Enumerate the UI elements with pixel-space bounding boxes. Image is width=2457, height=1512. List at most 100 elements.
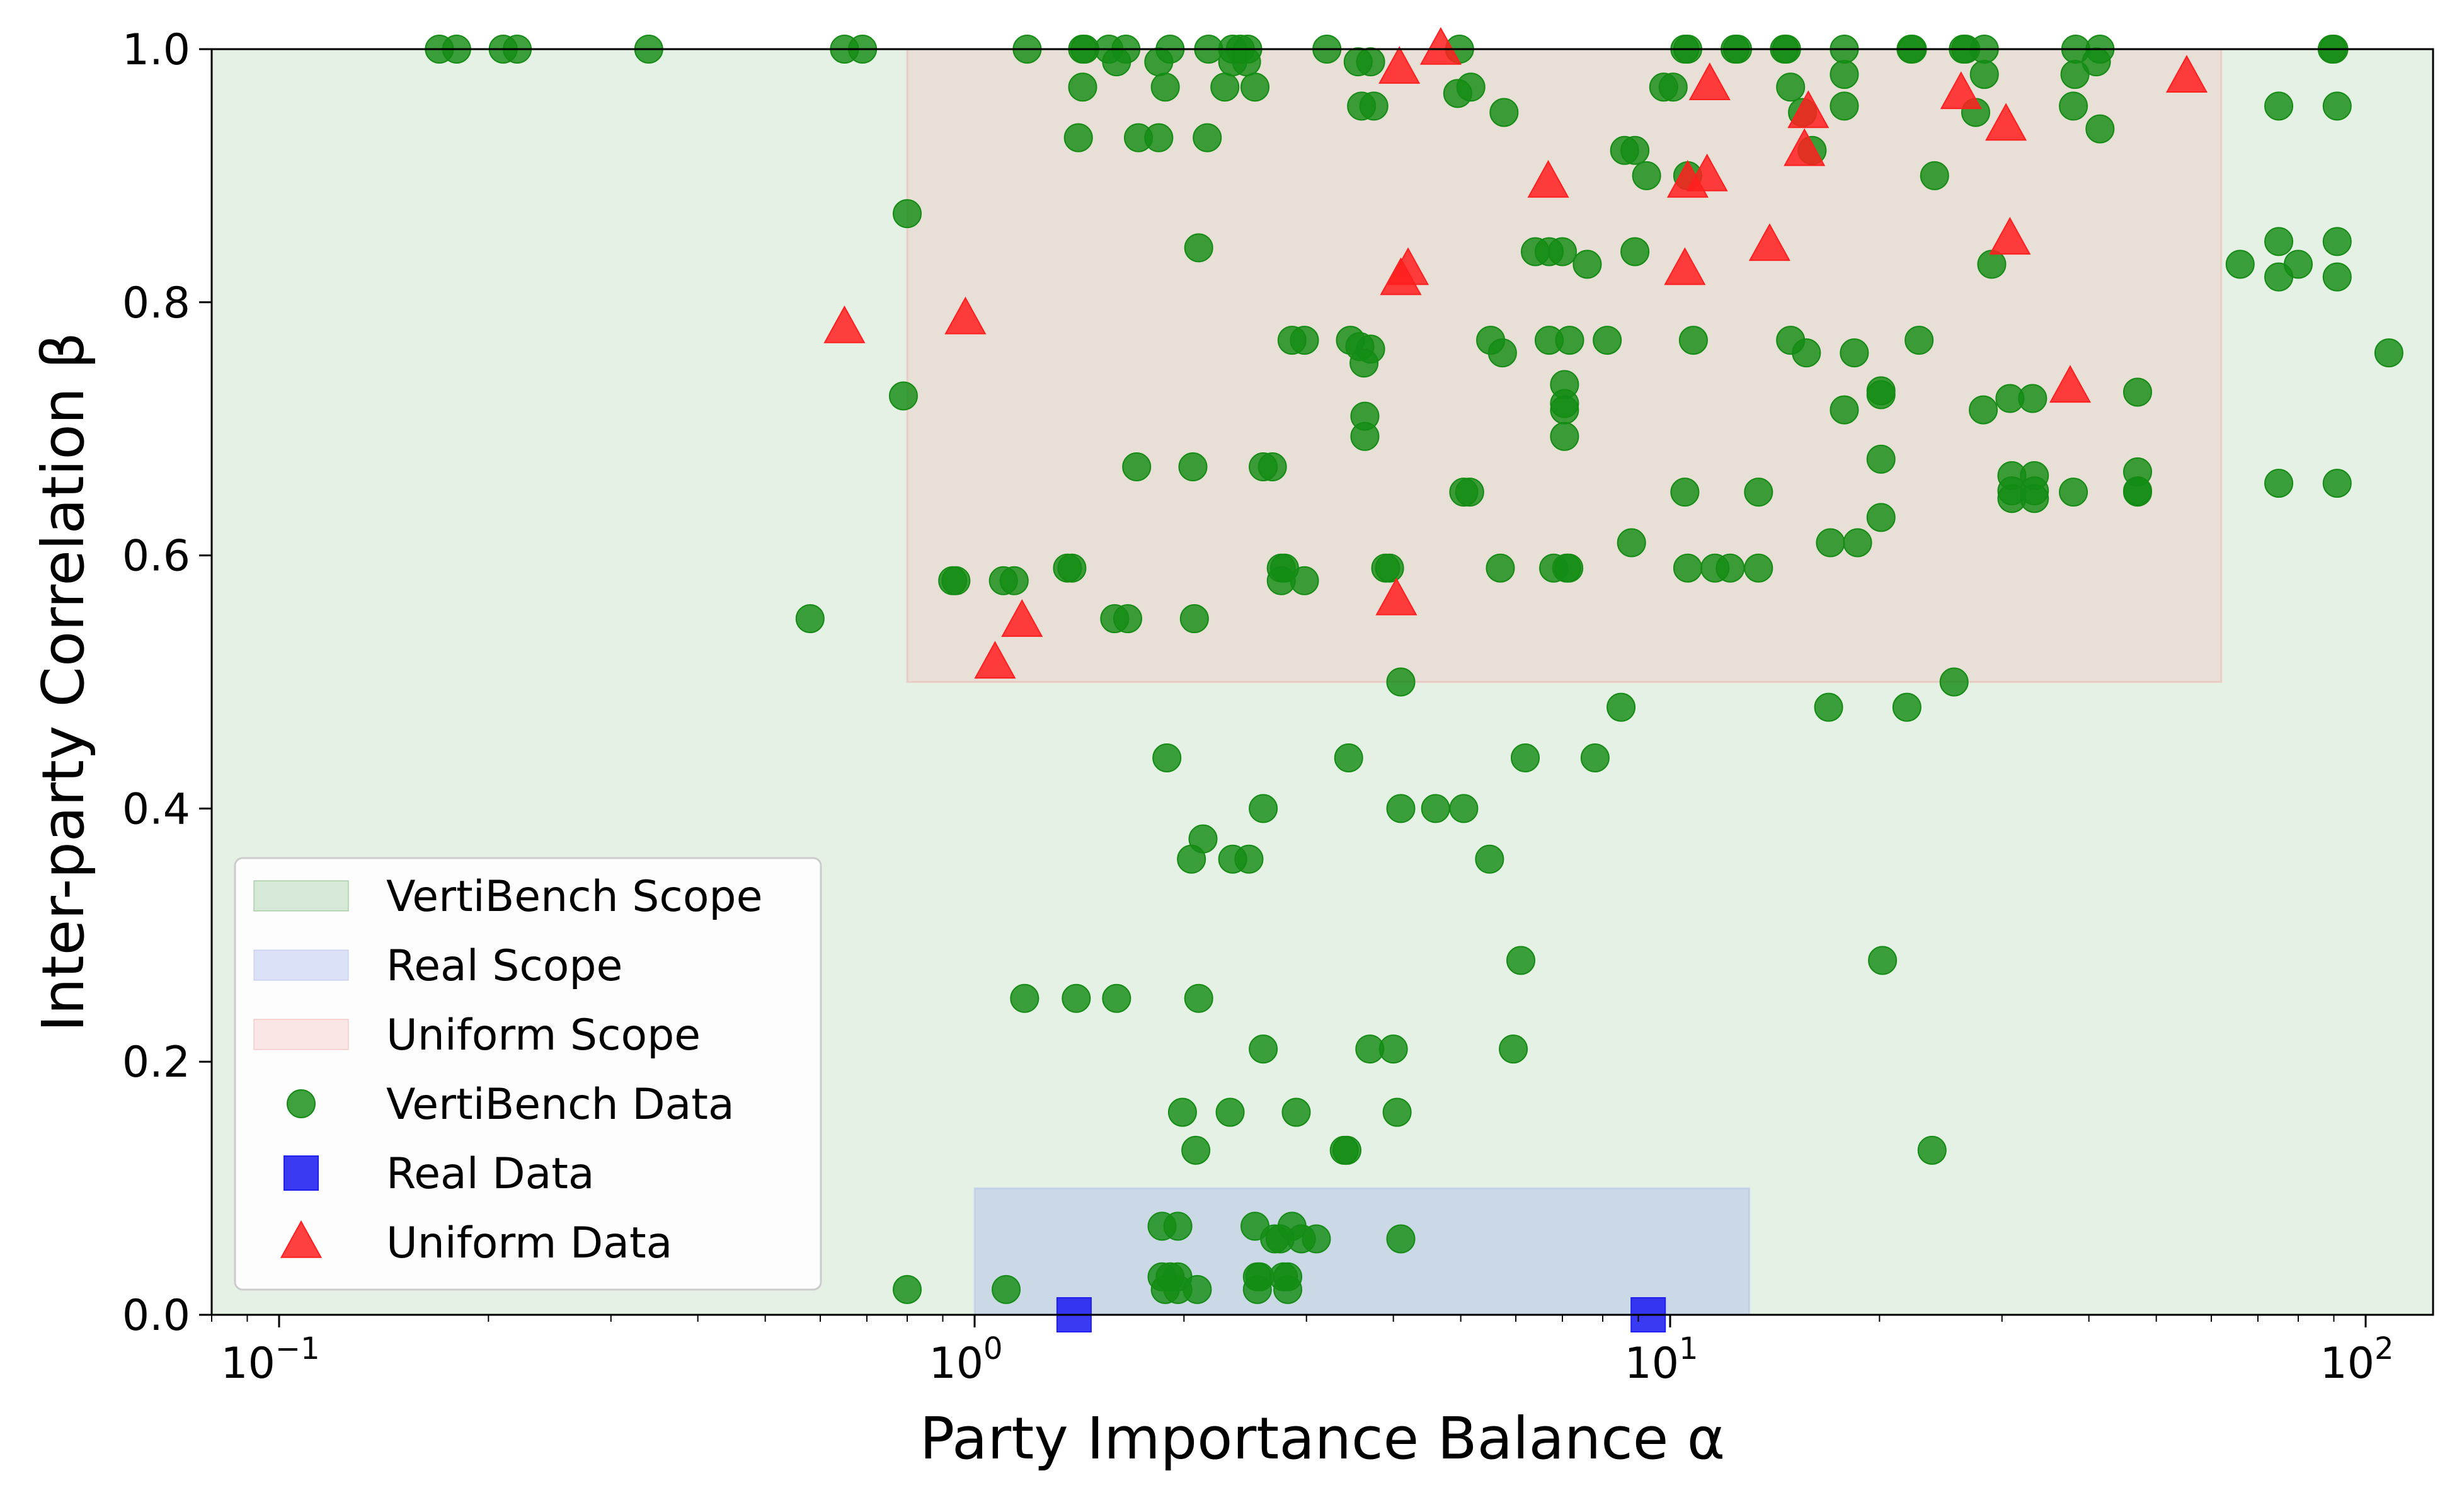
data-point-0-120: [1178, 452, 1208, 481]
data-point-0-128: [1866, 503, 1896, 532]
data-point-0-100: [1792, 338, 1821, 368]
data-point-0-226: [1273, 1274, 1303, 1304]
data-point-0-42: [1068, 72, 1097, 102]
data-point-0-63: [1063, 123, 1093, 152]
data-point-0-52: [1830, 60, 1859, 89]
data-point-0-135: [2059, 478, 2088, 507]
data-point-2-0: [823, 305, 866, 343]
data-point-0-122: [1257, 452, 1287, 481]
data-point-2-14: [1748, 223, 1790, 261]
data-point-0-58: [1489, 98, 1519, 127]
legend: VertiBench Scope Real Scope Uniform Scope V…: [234, 857, 822, 1291]
data-point-0-205: [1163, 1211, 1193, 1241]
data-point-0-97: [1593, 326, 1622, 355]
data-point-0-75: [1184, 233, 1213, 263]
data-point-0-117: [2123, 377, 2153, 407]
data-point-2-4: [1375, 577, 1418, 616]
data-point-0-196: [1167, 1097, 1197, 1127]
data-point-0-198: [1281, 1097, 1311, 1127]
y-axis-label: Inter-party Correlation β: [30, 332, 97, 1032]
legend-marker-3: [287, 1089, 316, 1118]
data-point-0-89: [1290, 326, 1319, 355]
data-point-0-140: [2322, 469, 2352, 498]
data-point-0-225: [1242, 1274, 1272, 1304]
data-point-0-154: [1673, 553, 1702, 583]
data-point-0-49: [1658, 72, 1688, 102]
legend-swatch-1: [253, 949, 349, 981]
data-point-0-170: [1814, 692, 1843, 722]
data-point-0-172: [1939, 667, 1969, 697]
legend-swatch-0: [253, 880, 349, 912]
data-point-0-191: [1184, 983, 1213, 1013]
data-point-0-45: [1240, 72, 1270, 102]
data-point-0-192: [1249, 1034, 1278, 1064]
data-point-0-101: [1840, 338, 1869, 368]
data-point-0-35: [1102, 47, 1131, 77]
data-point-0-116: [2018, 384, 2048, 413]
data-point-2-3: [1001, 598, 1043, 637]
data-point-2-18: [1985, 103, 2027, 141]
data-point-0-66: [1193, 123, 1222, 152]
data-point-2-5: [1378, 46, 1421, 84]
data-point-0-70: [1632, 161, 1661, 190]
legend-box: [234, 857, 822, 1291]
data-point-0-82: [2225, 249, 2255, 279]
data-point-2-21: [2165, 55, 2208, 93]
data-point-0-65: [1144, 123, 1174, 152]
data-point-0-168: [1386, 667, 1416, 697]
x-tick-label-3: 102: [2320, 1331, 2393, 1389]
data-point-0-210: [1302, 1224, 1331, 1254]
data-point-2-19: [1989, 217, 2031, 255]
y-tick-label-1: 0.2: [122, 1038, 190, 1087]
data-point-0-98: [1678, 326, 1708, 355]
legend-marker-5: [280, 1220, 323, 1258]
data-point-0-186: [1506, 946, 1536, 975]
data-point-0-61: [2322, 91, 2352, 121]
data-point-0-43: [1150, 72, 1180, 102]
plot-frame: [210, 48, 2434, 1316]
y-tick-label-4: 0.8: [122, 278, 190, 328]
y-axis-ticks: 0.0 0.2 0.4 0.6 0.8 1.0: [122, 25, 212, 1341]
data-point-0-142: [1057, 553, 1087, 583]
data-point-0-211: [1260, 1224, 1290, 1254]
data-point-0-203: [1917, 1135, 1947, 1165]
x-tick-label-1: 100: [929, 1331, 1002, 1389]
data-point-0-60: [2264, 91, 2294, 121]
data-point-0-134: [2020, 484, 2049, 513]
x-axis-label: Party Importance Balance α: [920, 1405, 1726, 1472]
data-point-0-161: [941, 566, 971, 595]
data-point-0-157: [1744, 553, 1773, 583]
data-marks: [425, 26, 2403, 1332]
data-point-0-178: [1386, 794, 1416, 823]
data-point-2-15: [1784, 128, 1826, 166]
data-point-0-182: [1177, 844, 1206, 874]
data-point-0-36: [1144, 47, 1174, 77]
data-point-2-2: [974, 641, 1016, 679]
legend-label-4: Real Data: [386, 1149, 595, 1199]
data-point-0-50: [1776, 72, 1806, 102]
legend-label-5: Uniform Data: [386, 1218, 672, 1268]
data-point-0-148: [1375, 553, 1404, 583]
data-point-2-10: [1664, 247, 1706, 285]
data-point-0-171: [1892, 692, 1922, 722]
legend-swatch-2: [253, 1019, 349, 1050]
legend-label-1: Real Scope: [386, 941, 622, 991]
data-point-0-174: [1334, 743, 1363, 773]
data-point-0-163: [999, 566, 1029, 595]
data-point-0-124: [1455, 478, 1484, 507]
data-point-0-86: [2322, 262, 2352, 292]
data-point-0-158: [1816, 528, 1845, 558]
y-tick-label-3: 0.6: [122, 532, 190, 581]
data-point-0-41: [2082, 47, 2111, 77]
data-point-0-188: [1010, 983, 1040, 1013]
data-point-0-202: [1332, 1135, 1361, 1165]
data-point-0-156: [1715, 553, 1745, 583]
data-point-0-67: [2085, 114, 2115, 144]
data-point-0-111: [1830, 395, 1859, 425]
legend-label-3: VertiBench Data: [386, 1080, 735, 1130]
data-point-0-113: [1866, 380, 1896, 410]
data-point-0-114: [1969, 395, 1998, 425]
data-point-0-103: [2374, 338, 2403, 368]
data-point-0-139: [2264, 469, 2294, 498]
